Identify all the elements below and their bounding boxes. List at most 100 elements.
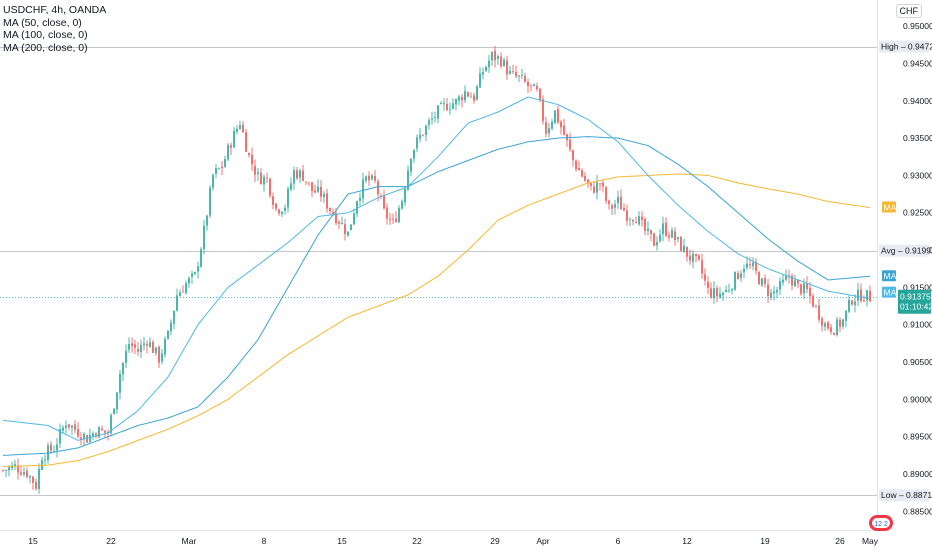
- currency-button[interactable]: CHF: [895, 4, 922, 18]
- candle-body: [170, 322, 172, 332]
- countdown-value: 01:10:42: [900, 302, 932, 312]
- candle-body: [101, 428, 103, 431]
- candle-body: [746, 263, 748, 269]
- candle-body: [779, 281, 781, 290]
- candle-body: [338, 221, 340, 224]
- candle-body: [536, 85, 538, 90]
- candle-body: [839, 319, 841, 327]
- candle-body: [698, 255, 700, 260]
- candle-body: [365, 176, 367, 181]
- candle-body: [806, 283, 808, 290]
- legend-symbol[interactable]: USDCHF, 4h, OANDA: [3, 4, 107, 16]
- candle-body: [353, 213, 355, 225]
- candle-body: [197, 266, 199, 272]
- candle-body: [593, 186, 595, 193]
- candle-body: [443, 103, 445, 104]
- candle-body: [629, 219, 631, 220]
- candle-body: [65, 425, 67, 428]
- candle-body: [458, 96, 460, 101]
- candle-body: [476, 86, 478, 100]
- candle-body: [539, 88, 541, 100]
- candle-body: [179, 292, 181, 297]
- candle-body: [776, 290, 778, 293]
- candle-body: [434, 117, 436, 118]
- price-axis-tick: 0.95000: [903, 21, 932, 31]
- candle-body: [500, 56, 502, 67]
- legend-ma50[interactable]: MA (50, close, 0): [3, 16, 82, 29]
- ma50-tag-bg[interactable]: [882, 286, 896, 298]
- candle-body: [383, 195, 385, 209]
- candle-body: [836, 319, 838, 336]
- candle-body: [5, 470, 7, 471]
- candle-body: [503, 59, 505, 66]
- candle-body: [398, 207, 400, 223]
- candle-body: [248, 152, 250, 156]
- ma200-tag-bg[interactable]: [882, 201, 896, 213]
- candle-body: [245, 132, 247, 152]
- candle-body: [590, 183, 592, 186]
- candle-body: [134, 344, 136, 348]
- candle-body: [254, 165, 256, 175]
- candle-body: [545, 122, 547, 134]
- candle-body: [182, 291, 184, 293]
- candle-body: [314, 190, 316, 193]
- candle-body: [92, 433, 94, 437]
- candle-body: [185, 283, 187, 294]
- avg-tag-bg: [879, 244, 929, 257]
- price-axis-tick: 0.90500: [903, 357, 932, 367]
- candle-body: [44, 459, 46, 461]
- candle-body: [299, 170, 301, 178]
- candle-body: [269, 178, 271, 196]
- ma200-line[interactable]: [2, 173, 871, 467]
- candle-body: [851, 300, 853, 305]
- candle-body: [113, 408, 115, 414]
- ma100-line[interactable]: [2, 136, 871, 456]
- last-price-tag[interactable]: [898, 289, 931, 314]
- candle-body: [209, 187, 211, 216]
- candle-body: [824, 323, 826, 327]
- candle-body: [641, 216, 643, 220]
- candle-body: [74, 424, 76, 430]
- candle-body: [38, 468, 40, 490]
- candle-body: [845, 310, 847, 321]
- candle-body: [32, 476, 34, 483]
- candle-body: [452, 103, 454, 109]
- candle-body: [764, 278, 766, 284]
- candle-body: [719, 293, 721, 298]
- candle-body: [146, 343, 148, 346]
- price-axis-tick: 0.93000: [903, 170, 932, 180]
- candle-body: [791, 275, 793, 286]
- candle-body: [692, 253, 694, 262]
- candle-body: [482, 72, 484, 75]
- candle-body: [686, 246, 688, 257]
- candle-body: [29, 476, 31, 478]
- event-flag-icon[interactable]: 12 2: [868, 514, 894, 532]
- candle-body: [743, 269, 745, 273]
- candle-body: [59, 429, 61, 444]
- candle-body: [614, 204, 616, 208]
- candle-body: [782, 279, 784, 283]
- ma100-tag-bg[interactable]: [882, 270, 896, 282]
- candle-body: [413, 149, 415, 159]
- price-axis-tick: 0.92500: [903, 208, 932, 218]
- candle-body: [56, 444, 58, 451]
- candle-body: [521, 75, 523, 76]
- candle-body: [611, 205, 613, 209]
- legend-ma100[interactable]: MA (100, close, 0): [3, 29, 88, 41]
- legend-ma200[interactable]: MA (200, close, 0): [3, 41, 88, 54]
- candle-body: [455, 99, 457, 105]
- price-axis-tick: 0.91000: [903, 320, 932, 330]
- candle-body: [122, 362, 124, 375]
- candle-body: [563, 125, 565, 135]
- candle-body: [2, 470, 4, 471]
- candle-body: [173, 310, 175, 324]
- candle-body: [131, 343, 133, 346]
- candle-body: [422, 134, 424, 136]
- candle-body: [728, 289, 730, 291]
- ma50-line[interactable]: [2, 96, 871, 441]
- time-axis-tick: Mar: [182, 536, 197, 546]
- candle-body: [770, 292, 772, 298]
- candle-body: [332, 212, 334, 215]
